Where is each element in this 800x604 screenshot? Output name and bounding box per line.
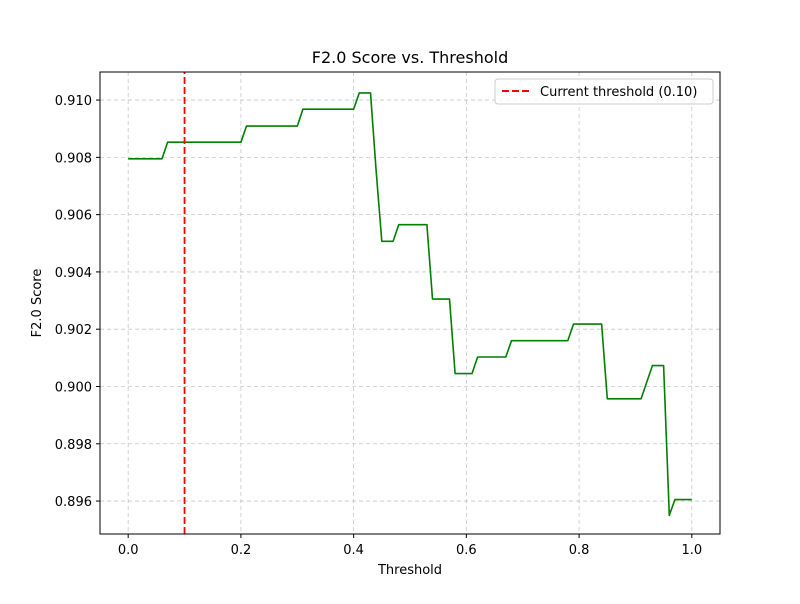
y-axis-label: F2.0 Score bbox=[30, 269, 45, 338]
x-tick-label: 0.0 bbox=[118, 543, 139, 558]
legend: Current threshold (0.10) bbox=[494, 78, 714, 105]
y-tick-label: 0.900 bbox=[55, 380, 92, 395]
x-tick-label: 0.4 bbox=[343, 543, 364, 558]
x-tick-label: 0.2 bbox=[231, 543, 252, 558]
y-tick-label: 0.898 bbox=[55, 438, 92, 453]
x-tick-label: 0.6 bbox=[456, 543, 477, 558]
y-tick-label: 0.904 bbox=[55, 266, 92, 281]
series-layer bbox=[128, 72, 692, 534]
x-axis-ticks: 0.0 0.2 0.4 0.6 0.8 1.0 bbox=[118, 534, 702, 558]
f2-score-line bbox=[128, 92, 692, 517]
x-axis-label: Threshold bbox=[377, 563, 442, 578]
x-tick-label: 0.8 bbox=[569, 543, 590, 558]
x-tick-label: 1.0 bbox=[681, 543, 702, 558]
legend-box bbox=[494, 78, 714, 105]
y-tick-label: 0.908 bbox=[55, 151, 92, 166]
legend-label-current-threshold: Current threshold (0.10) bbox=[540, 85, 697, 100]
plot-frame bbox=[99, 71, 721, 535]
y-tick-label: 0.902 bbox=[55, 323, 92, 338]
y-tick-label: 0.896 bbox=[55, 495, 92, 510]
y-tick-label: 0.906 bbox=[55, 209, 92, 224]
y-axis-ticks: 0.896 0.898 0.900 0.902 0.904 0.906 0.908 0.910 bbox=[55, 94, 100, 510]
chart-title: F2.0 Score vs. Threshold bbox=[312, 48, 508, 67]
grid bbox=[100, 72, 720, 534]
y-tick-label: 0.910 bbox=[55, 94, 92, 109]
